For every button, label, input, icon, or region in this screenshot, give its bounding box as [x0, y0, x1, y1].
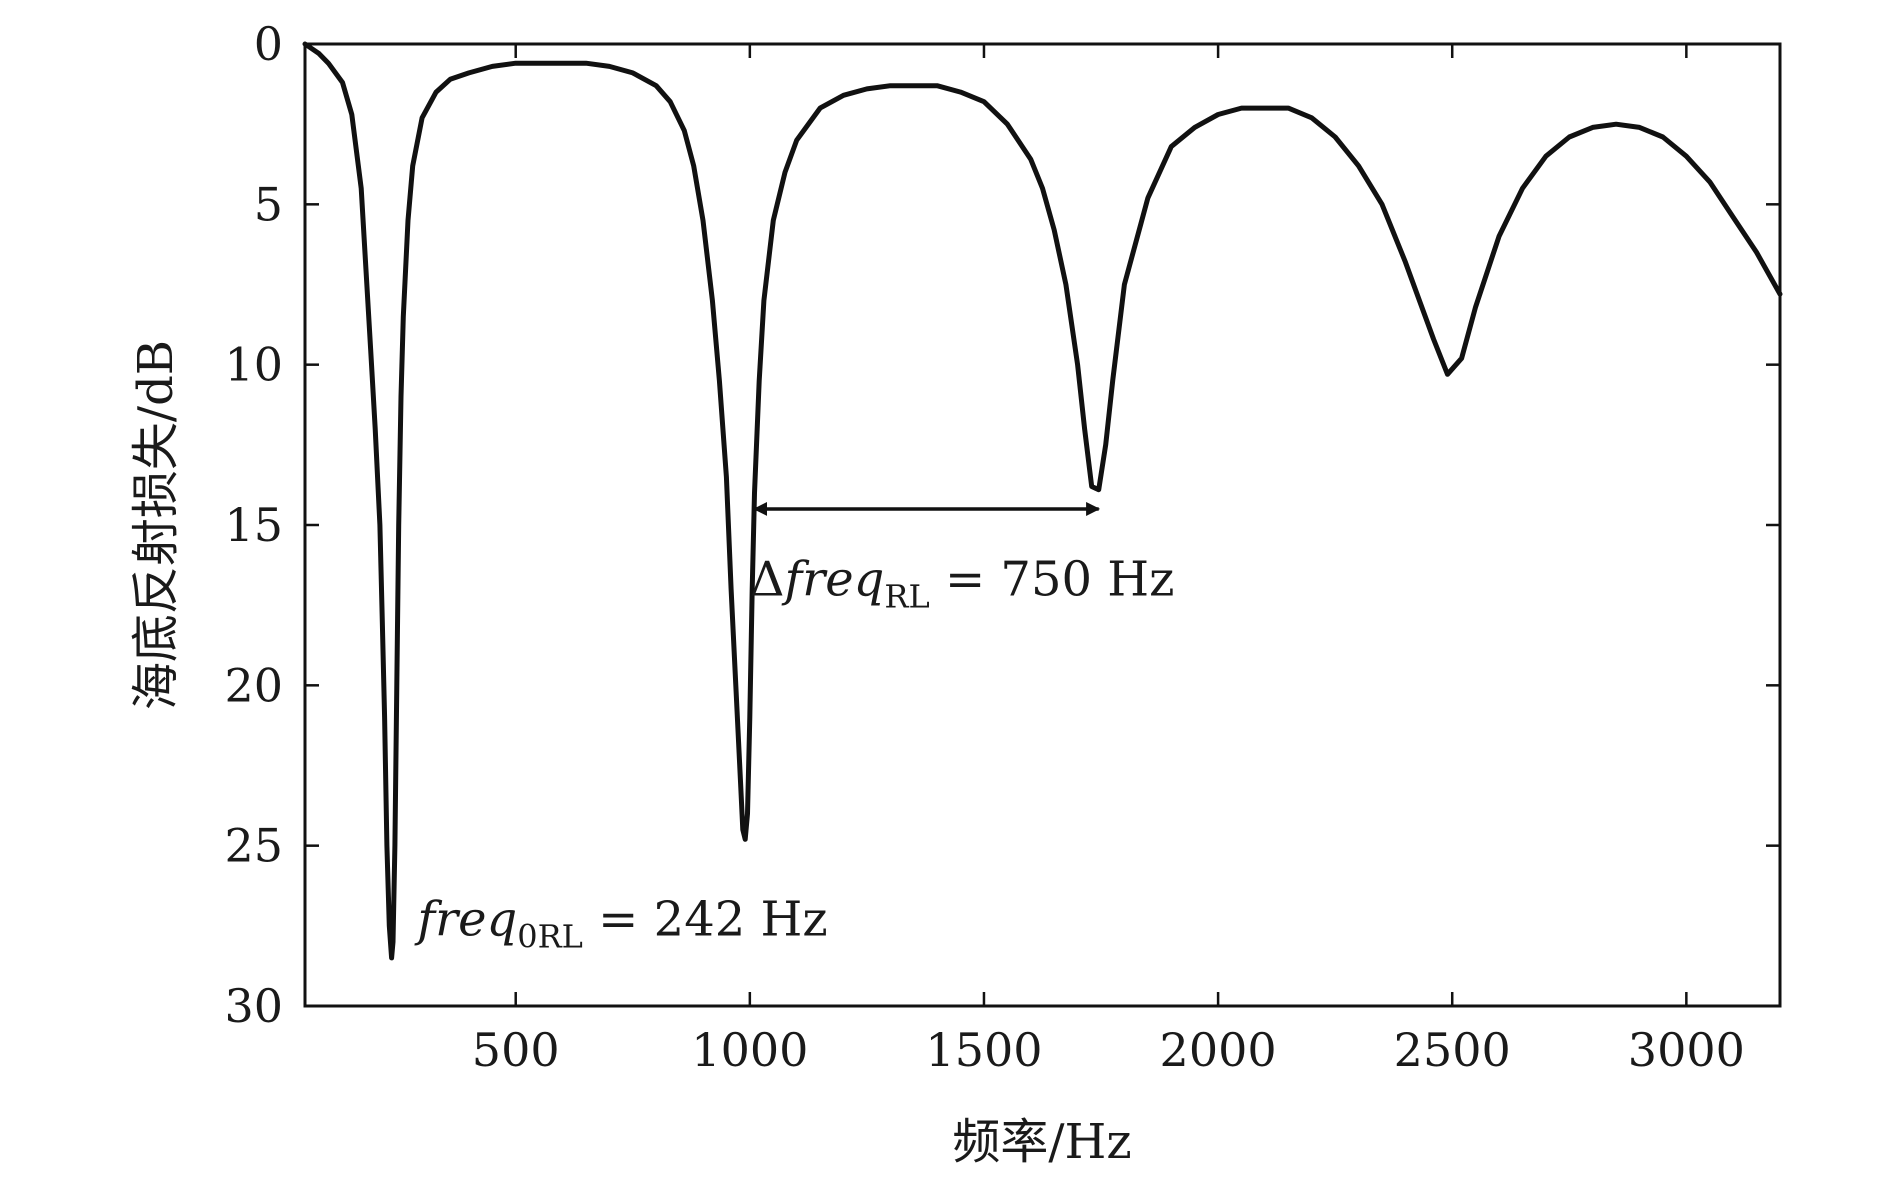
annotation-label: freq0RL = 242 Hz — [414, 891, 827, 955]
annotation-label: ΔfreqRL = 750 Hz — [750, 552, 1175, 616]
series-layer — [302, 41, 1783, 961]
y-tick-label: 5 — [254, 177, 283, 231]
y-tick-label: 15 — [224, 498, 283, 552]
y-ticks: 0 5 10 15 20 25 30 — [224, 17, 1780, 1033]
x-tick-label: 1500 — [925, 1023, 1042, 1077]
x-tick-label: 1000 — [691, 1023, 808, 1077]
annotation-value: = 750 Hz — [930, 552, 1175, 608]
y-tick-label: 20 — [224, 658, 283, 712]
x-tick-label: 2000 — [1160, 1023, 1277, 1077]
x-tick-label: 2500 — [1394, 1023, 1511, 1077]
x-ticks: 500 1000 1500 2000 2500 3000 — [472, 44, 1745, 1077]
annotation-variable: freq — [414, 891, 517, 947]
y-tick-label: 25 — [224, 819, 283, 873]
annotation-variable: freq — [782, 552, 885, 608]
annotation-subscript: 0RL — [517, 917, 583, 955]
y-axis-title: 海底反射损失/dB — [128, 340, 184, 710]
series-line — [302, 41, 1783, 961]
y-tick-label: 10 — [224, 338, 283, 392]
x-tick-label: 3000 — [1628, 1023, 1745, 1077]
x-axis-title: 频率/Hz — [952, 1114, 1131, 1170]
x-tick-label: 500 — [472, 1023, 560, 1077]
annotation-value: = 242 Hz — [583, 891, 828, 947]
y-tick-label: 30 — [224, 979, 283, 1033]
annotation-delta: Δ — [750, 552, 785, 608]
annotation-subscript: RL — [884, 578, 929, 616]
y-tick-label: 0 — [254, 17, 283, 71]
